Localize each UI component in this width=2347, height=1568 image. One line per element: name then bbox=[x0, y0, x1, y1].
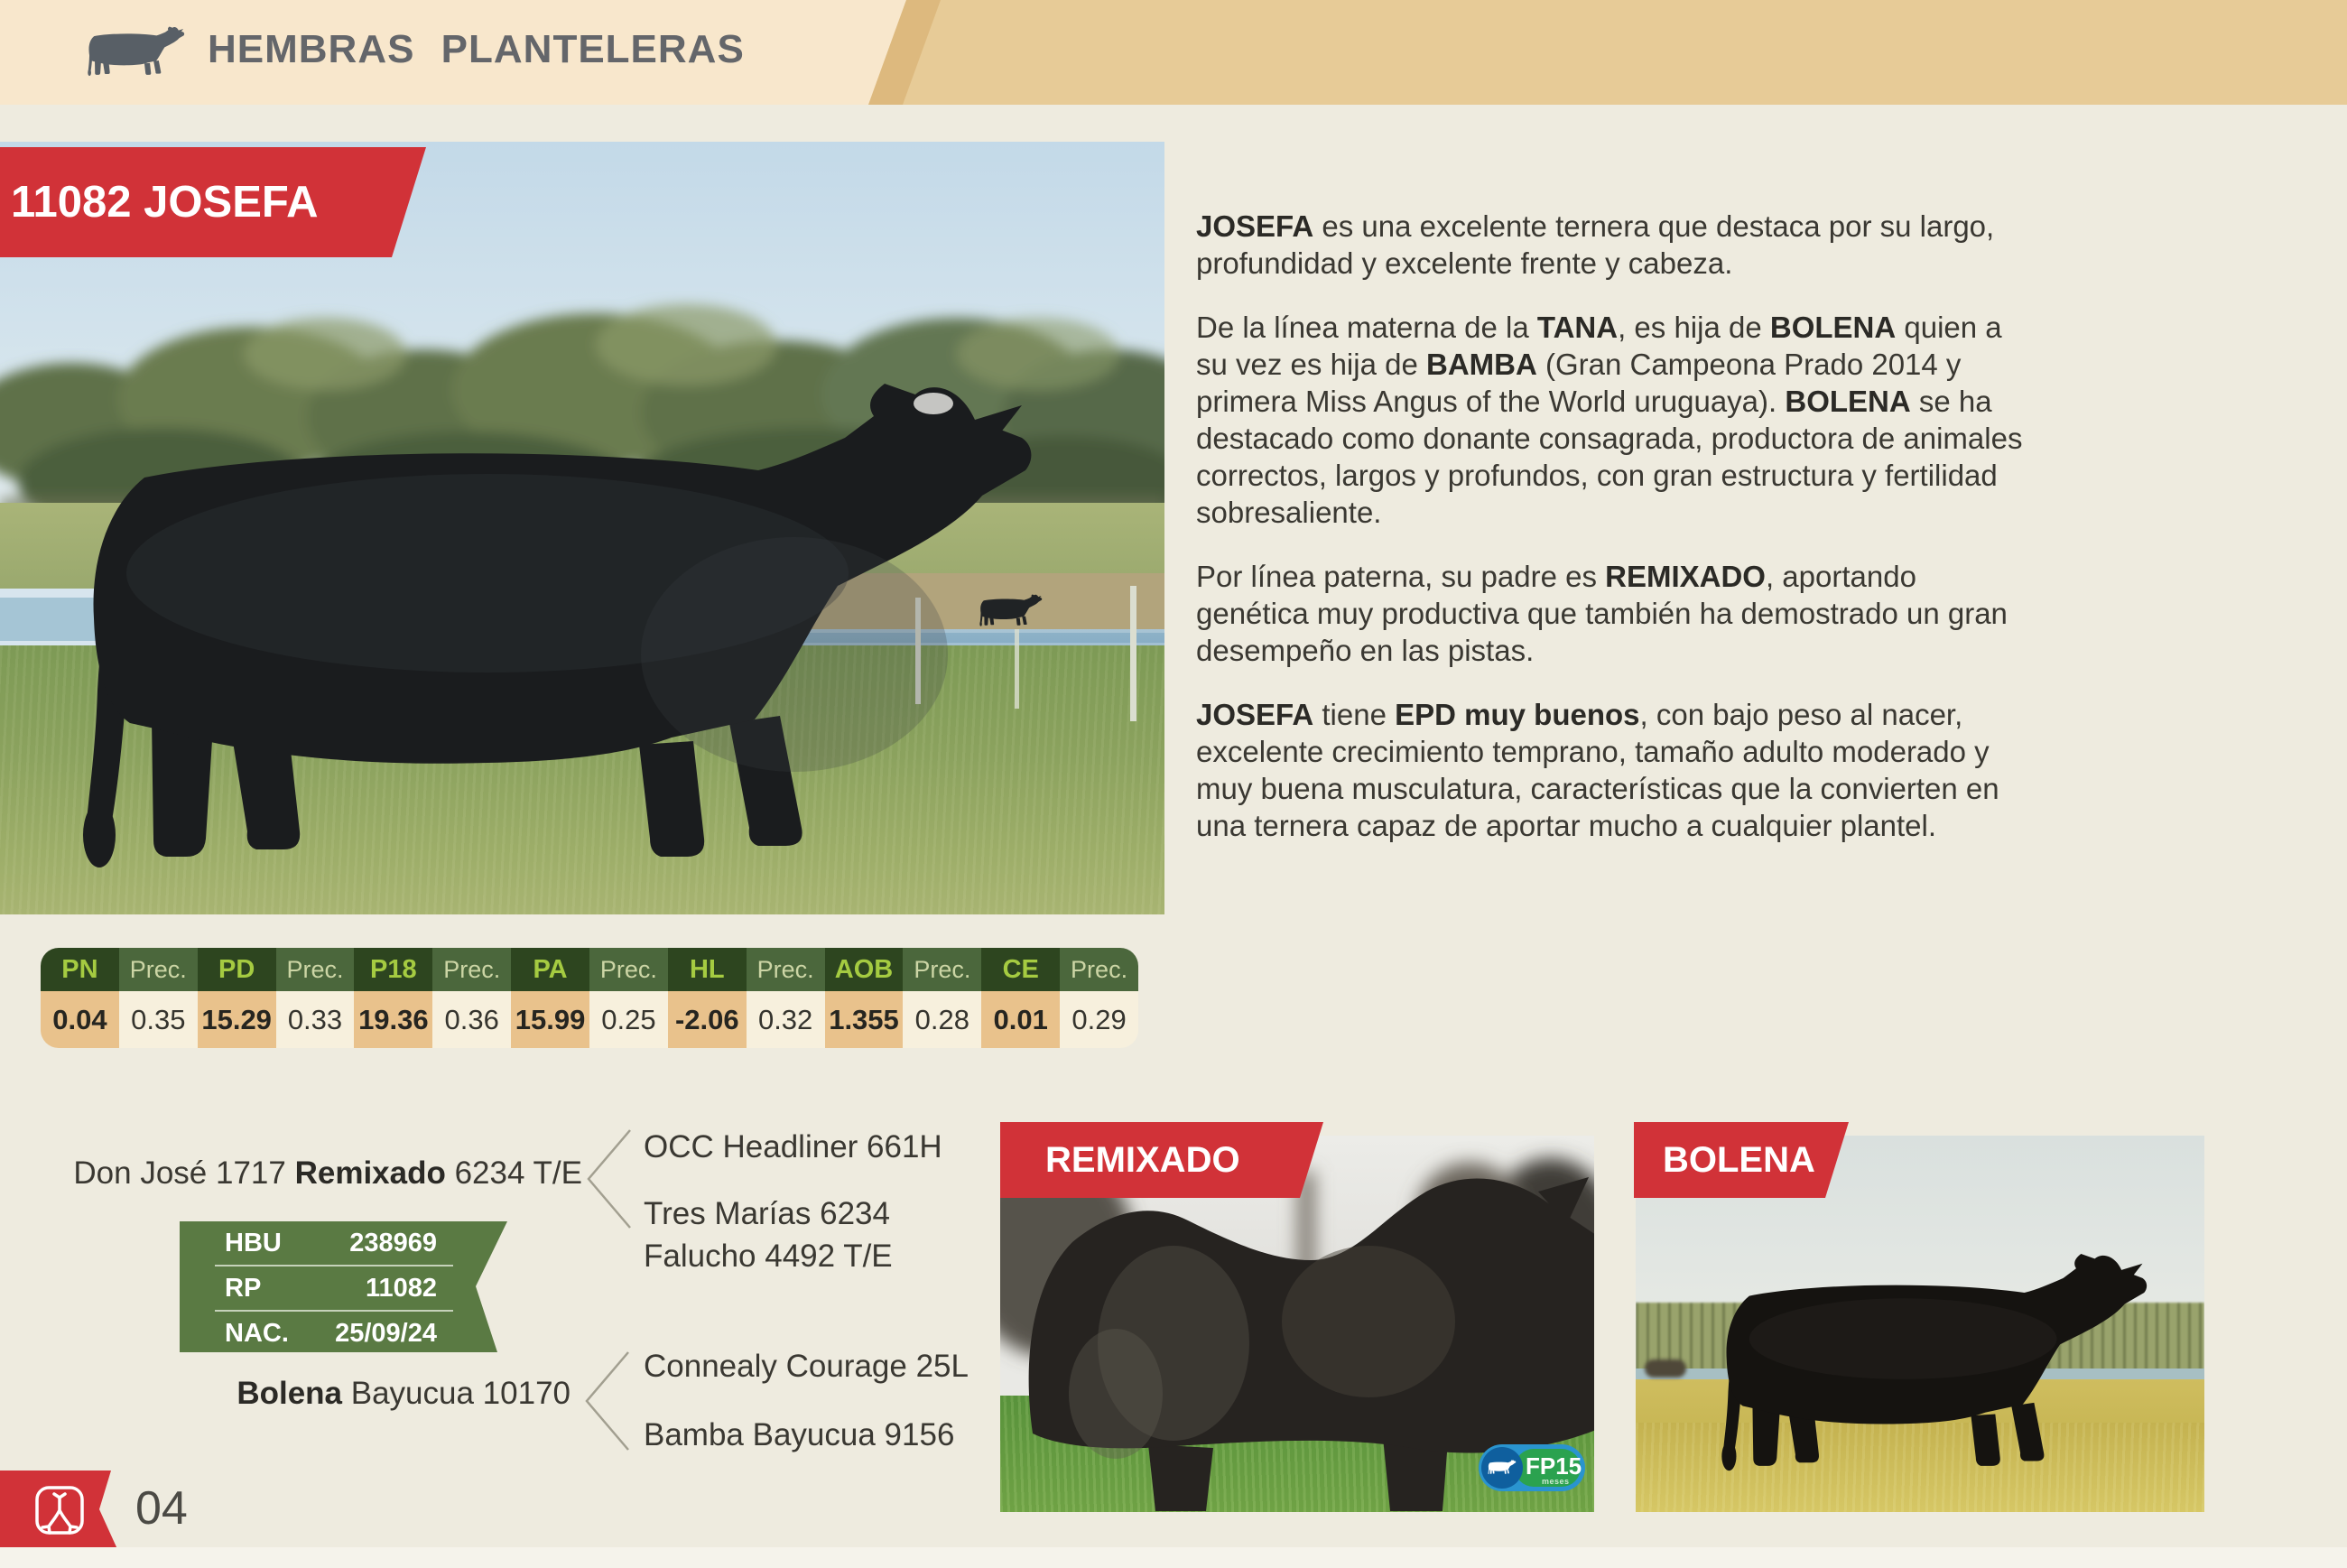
epd-value-cell: 19.36 bbox=[354, 991, 433, 1048]
epd-table: PN Prec. PD Prec. P18 Prec. PA Prec. HL Prec. AOB P… bbox=[41, 948, 1138, 1048]
dam-label-banner: BOLENA bbox=[1634, 1122, 1849, 1198]
distant-animal bbox=[1645, 1359, 1686, 1378]
id-label: NAC. bbox=[225, 1318, 289, 1348]
epd-value-cell: 0.33 bbox=[275, 991, 355, 1048]
epd-header-cell: AOB bbox=[824, 948, 904, 991]
fp15-badge: FP15 meses bbox=[1479, 1444, 1585, 1491]
epd-header-row: PN Prec. PD Prec. P18 Prec. PA Prec. HL Prec. AOB P… bbox=[41, 948, 1138, 991]
epd-header-cell: Prec. bbox=[118, 948, 198, 991]
pedigree-sire-dam-line2: Falucho 4492 T/E bbox=[644, 1239, 893, 1274]
brand-icon bbox=[35, 1486, 84, 1535]
id-label: HBU bbox=[225, 1228, 282, 1257]
animal-tag-banner: 11082 JOSEFA bbox=[0, 147, 426, 257]
id-value: 11082 bbox=[365, 1273, 437, 1303]
epd-header-cell: CE bbox=[981, 948, 1061, 991]
epd-header-cell: P18 bbox=[354, 948, 433, 991]
epd-header-cell: PN bbox=[41, 948, 119, 991]
id-label: RP bbox=[225, 1273, 262, 1303]
page-title: HEMBRAS PLANTELERAS bbox=[208, 27, 745, 71]
id-row: HBU 238969 bbox=[215, 1221, 453, 1266]
page-edge bbox=[0, 1547, 2347, 1568]
epd-header-cell: PA bbox=[511, 948, 589, 991]
epd-value-cell: 15.99 bbox=[511, 991, 589, 1048]
sire-label-banner: REMIXADO bbox=[1000, 1122, 1323, 1198]
description-paragraph: De la línea materna de la TANA, es hija … bbox=[1196, 311, 2023, 529]
fp15-subtext: meses bbox=[1542, 1477, 1570, 1486]
pedigree-sire-dam-line1: Tres Marías 6234 bbox=[644, 1196, 890, 1231]
epd-header-cell: Prec. bbox=[432, 948, 512, 991]
sire-label: REMIXADO bbox=[1045, 1139, 1240, 1180]
epd-header-cell: HL bbox=[667, 948, 747, 991]
dam-label: BOLENA bbox=[1663, 1139, 1815, 1180]
page-number: 04 bbox=[135, 1482, 188, 1535]
pedigree-dam-line: Bolena Bayucua 10170 bbox=[237, 1376, 571, 1411]
cow-silhouette bbox=[1701, 1246, 2170, 1472]
fence-post bbox=[1015, 629, 1019, 709]
pedigree-dam-sire: Connealy Courage 25L bbox=[644, 1349, 969, 1384]
description-block: JOSEFA es una excelente ternera que dest… bbox=[1196, 208, 2031, 871]
epd-value-cell: 0.29 bbox=[1060, 991, 1138, 1048]
epd-header-cell: Prec. bbox=[746, 948, 825, 991]
epd-value-cell: 0.25 bbox=[589, 991, 668, 1048]
fp15-cow-circle bbox=[1481, 1447, 1523, 1489]
main-animal-photo bbox=[0, 142, 1164, 914]
fence-post bbox=[915, 598, 921, 704]
epd-value-row: 0.04 0.35 15.29 0.33 19.36 0.36 15.99 0.25 -2.06… bbox=[41, 991, 1138, 1048]
epd-value-cell: 0.36 bbox=[432, 991, 512, 1048]
cow-icon bbox=[83, 11, 190, 90]
description-paragraph: JOSEFA tiene EPD muy buenos, con bajo pe… bbox=[1196, 698, 1999, 842]
pedigree-sire-line: Don José 1717 Remixado 6234 T/E bbox=[73, 1155, 582, 1191]
cow-icon bbox=[1487, 1459, 1517, 1475]
epd-header-cell: Prec. bbox=[1060, 948, 1138, 991]
id-row: RP 11082 bbox=[215, 1266, 453, 1312]
epd-value-cell: 0.32 bbox=[746, 991, 825, 1048]
epd-header-cell: Prec. bbox=[903, 948, 982, 991]
chevron-left-icon bbox=[587, 1129, 631, 1229]
epd-value-cell: -2.06 bbox=[667, 991, 747, 1048]
dam-photo bbox=[1636, 1136, 2204, 1512]
epd-value-cell: 1.355 bbox=[824, 991, 904, 1048]
epd-value-cell: 0.28 bbox=[903, 991, 982, 1048]
header-band: HEMBRAS PLANTELERAS bbox=[0, 0, 2347, 105]
pedigree-sire-sire: OCC Headliner 661H bbox=[644, 1129, 942, 1164]
fence-post bbox=[1130, 586, 1136, 721]
animal-tag: 11082 JOSEFA bbox=[11, 178, 319, 227]
fp15-text: FP15 bbox=[1526, 1452, 1582, 1480]
epd-header-cell: Prec. bbox=[589, 948, 668, 991]
epd-header-cell: PD bbox=[197, 948, 276, 991]
heifer-silhouette bbox=[36, 366, 1083, 871]
id-value: 25/09/24 bbox=[335, 1318, 437, 1348]
pedigree-dam-dam: Bamba Bayucua 9156 bbox=[644, 1417, 955, 1452]
epd-value-cell: 0.35 bbox=[118, 991, 198, 1048]
epd-header-cell: Prec. bbox=[275, 948, 355, 991]
description-paragraph: Por línea paterna, su padre es REMIXADO,… bbox=[1196, 560, 2008, 667]
epd-value-cell: 0.04 bbox=[41, 991, 119, 1048]
fp15-badge-green bbox=[1515, 1449, 1581, 1487]
sire-photo: FP15 meses bbox=[1000, 1136, 1594, 1512]
epd-value-cell: 0.01 bbox=[981, 991, 1061, 1048]
id-row: NAC. 25/09/24 bbox=[180, 1312, 507, 1352]
id-value: 238969 bbox=[349, 1228, 437, 1257]
chevron-left-icon bbox=[585, 1351, 629, 1451]
id-box: HBU 238969 RP 11082 NAC. 25/09/24 bbox=[180, 1221, 507, 1352]
description-paragraph: JOSEFA es una excelente ternera que dest… bbox=[1196, 209, 1995, 280]
bull-silhouette bbox=[1028, 1177, 1594, 1511]
epd-value-cell: 15.29 bbox=[197, 991, 276, 1048]
